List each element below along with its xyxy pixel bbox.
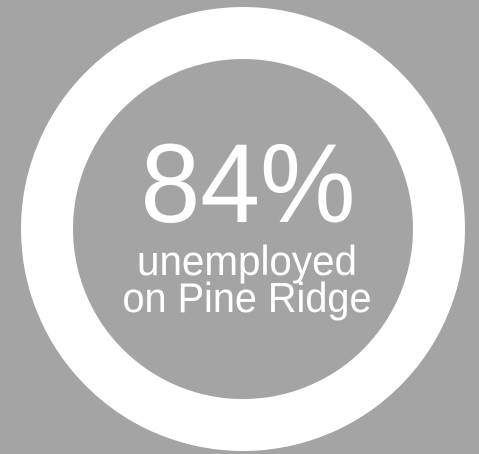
stat-line: unemployed (137, 237, 357, 284)
stat-value: 84% (141, 121, 356, 246)
stat-line: on Pine Ridge (123, 274, 372, 321)
ring (21, 7, 465, 451)
